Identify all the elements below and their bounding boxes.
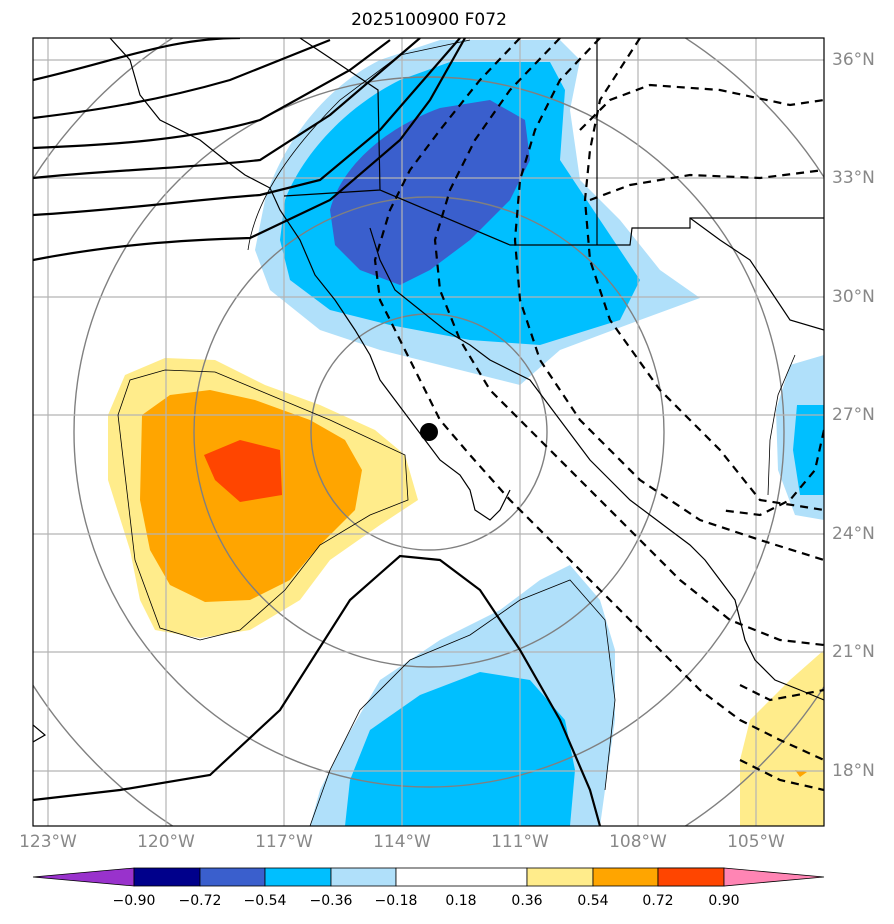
colorbar-tick: 0.90 (708, 893, 740, 909)
colorbar-tick: 0.72 (642, 893, 674, 909)
colorbar-tick: −0.18 (374, 893, 418, 909)
colorbar-tick: 0.18 (445, 893, 477, 909)
positive-anomaly-southeast (740, 650, 824, 826)
lat-label-21n: 21°N (832, 642, 875, 662)
lat-label-30n: 30°N (832, 287, 875, 307)
storm-center-marker (420, 423, 438, 441)
dashed-contours (373, 38, 824, 792)
lat-label-36n: 36°N (832, 50, 875, 70)
negative-anomaly-south (310, 565, 615, 826)
lon-label-120w: 120°W (137, 832, 195, 852)
range-rings (33, 38, 824, 826)
lon-label-114w: 114°W (373, 832, 431, 852)
coastline (33, 38, 824, 743)
lat-label-18n: 18°N (832, 761, 875, 781)
colorbar-extend-min (32, 867, 135, 887)
negative-anomaly-east (776, 355, 824, 520)
lat-label-24n: 24°N (832, 524, 875, 544)
positive-anomaly-west (108, 358, 418, 638)
lon-label-111w: 111°W (491, 832, 549, 852)
colorbar-tick: −0.90 (112, 893, 156, 909)
colorbar-tick: 0.36 (511, 893, 543, 909)
solid-contours (33, 38, 602, 826)
colorbar-extend-max (723, 867, 825, 887)
map-title: 2025100900 F072 (351, 10, 507, 30)
thin-contours (117, 39, 796, 826)
lat-label-27n: 27°N (832, 405, 875, 425)
lat-label-33n: 33°N (832, 168, 875, 188)
lon-label-123w: 123°W (19, 832, 77, 852)
lon-label-117w: 117°W (255, 832, 313, 852)
colorbar-tick: −0.72 (178, 893, 222, 909)
colorbar-tick: −0.36 (309, 893, 353, 909)
colorbar-tick: 0.54 (577, 893, 609, 909)
colorbar-tick: −0.54 (243, 893, 287, 909)
lon-label-105w: 105°W (727, 832, 785, 852)
lon-label-108w: 108°W (609, 832, 667, 852)
negative-anomaly-north (255, 40, 700, 385)
plot-frame (32, 37, 825, 827)
colorbar (32, 867, 825, 887)
